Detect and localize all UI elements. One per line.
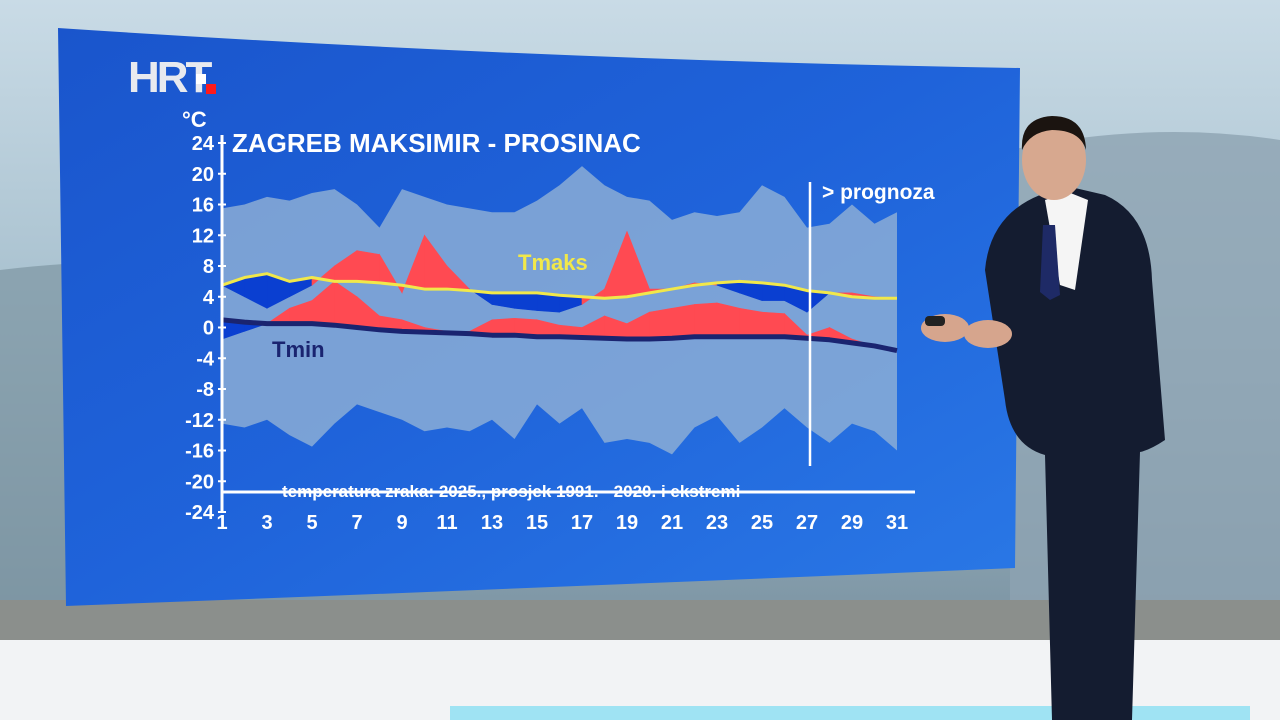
y-tick-label: -8 [196,379,214,401]
x-tick-label: 11 [436,512,457,534]
tmin-series-label: Tmin [272,337,325,362]
x-tick-label: 9 [396,512,407,534]
x-tick-label: 21 [661,512,683,534]
x-tick-label: 23 [706,512,728,534]
x-tick-label: 31 [886,512,908,534]
y-tick-label: -12 [185,410,214,432]
x-tick-label: 1 [216,512,227,534]
y-tick-label: 16 [192,195,214,217]
x-tick-label: 29 [841,512,863,534]
y-tick-label: -16 [185,441,214,463]
tmaks-line [221,272,897,300]
floor-light [450,706,1250,720]
forecast-label: > prognoza [822,181,935,204]
presenter-suit [985,188,1165,720]
y-tick-label: 20 [192,164,214,186]
presenter-tie [1040,225,1060,300]
presenter-hand-right [964,320,1012,348]
y-tick-label: 0 [203,318,214,340]
x-tick-label: 5 [306,512,317,534]
y-tick-label: -20 [185,471,214,493]
y-tick-label: 8 [203,256,214,278]
hrt-logo: HRT [128,52,224,102]
x-tick-label: 17 [571,512,593,534]
x-tick-label: 19 [616,512,638,534]
y-tick-label: -4 [196,348,215,370]
hrt-logo-mark: HRT [128,53,216,102]
x-tick-label: 7 [351,512,362,534]
x-tick-label: 25 [751,512,773,534]
observed-2025-layer [221,231,898,351]
y-tick-label: 24 [192,133,215,155]
average-lines [221,272,898,354]
chart-subtitle: temperatura zraka: 2025., prosjek 1991. … [282,482,740,501]
tmaks-series-label: Tmaks [518,250,588,275]
tmin-line [221,317,898,354]
presenter-shirt [1045,192,1088,290]
y-tick-label: -24 [185,502,215,524]
y-tick-label: 12 [192,225,214,247]
presenter-face [1022,120,1086,200]
clicker-remote [925,316,945,326]
presenter-hair [1021,116,1086,150]
x-tick-label: 3 [261,512,272,534]
chart-title: ZAGREB MAKSIMIR - PROSINAC [232,128,641,158]
x-tick-label: 27 [796,512,818,534]
y-tick-label: 4 [203,287,215,309]
x-tick-label: 15 [526,512,548,534]
y-axis-unit: °C [182,107,207,132]
x-tick-label: 13 [481,512,503,534]
